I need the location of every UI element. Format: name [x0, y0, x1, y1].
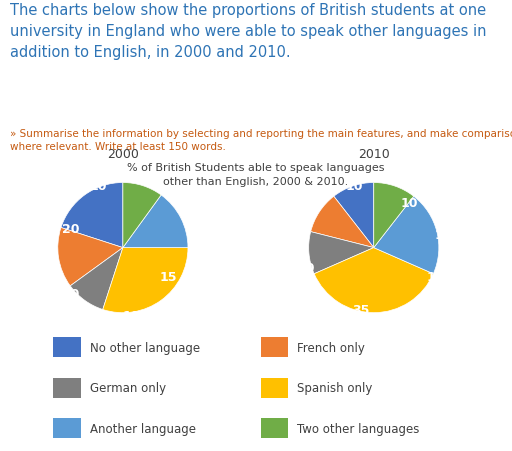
Wedge shape — [70, 248, 123, 310]
FancyBboxPatch shape — [53, 337, 81, 358]
Wedge shape — [58, 228, 123, 286]
Text: 15: 15 — [160, 271, 177, 284]
FancyBboxPatch shape — [261, 378, 288, 398]
Text: % of British Students able to speak languages
other than English, 2000 & 2010.: % of British Students able to speak lang… — [127, 162, 385, 186]
Text: Two other languages: Two other languages — [297, 422, 420, 435]
Text: Another language: Another language — [90, 422, 196, 435]
FancyBboxPatch shape — [261, 418, 288, 438]
Text: 10: 10 — [122, 310, 140, 323]
Text: No other language: No other language — [90, 341, 200, 354]
Wedge shape — [311, 197, 374, 248]
Wedge shape — [374, 197, 439, 274]
Text: 15: 15 — [36, 254, 54, 267]
Wedge shape — [309, 232, 374, 274]
Wedge shape — [374, 183, 414, 248]
Text: French only: French only — [297, 341, 366, 354]
Title: 2000: 2000 — [107, 148, 139, 161]
FancyBboxPatch shape — [261, 337, 288, 358]
Text: 10: 10 — [435, 229, 453, 242]
Wedge shape — [334, 183, 374, 248]
Text: 30: 30 — [62, 287, 79, 300]
Text: » Summarise the information by selecting and reporting the main features, and ma: » Summarise the information by selecting… — [10, 129, 512, 152]
Text: Spanish only: Spanish only — [297, 382, 373, 394]
Title: 2010: 2010 — [358, 148, 390, 161]
FancyBboxPatch shape — [53, 378, 81, 398]
Text: 20: 20 — [296, 261, 314, 274]
Text: 10: 10 — [90, 180, 107, 193]
Text: German only: German only — [90, 382, 166, 394]
Wedge shape — [103, 248, 188, 313]
Wedge shape — [314, 248, 433, 313]
Text: 20: 20 — [62, 222, 79, 235]
Text: 10: 10 — [346, 180, 363, 193]
Text: 10: 10 — [401, 196, 418, 209]
FancyBboxPatch shape — [53, 418, 81, 438]
Wedge shape — [123, 183, 161, 248]
Wedge shape — [123, 196, 188, 248]
Text: 35: 35 — [352, 303, 370, 316]
Wedge shape — [61, 183, 123, 248]
Text: The charts below show the proportions of British students at one
university in E: The charts below show the proportions of… — [10, 4, 487, 60]
Text: 10: 10 — [427, 271, 444, 284]
